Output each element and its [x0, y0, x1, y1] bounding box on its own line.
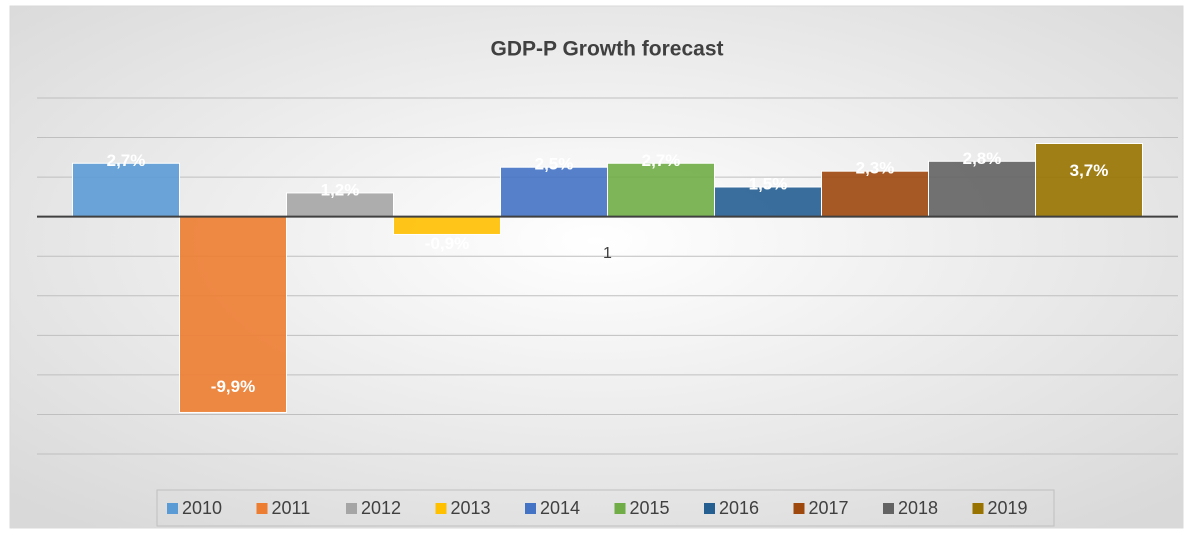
bar [179, 216, 287, 413]
legend-label: 2010 [182, 498, 222, 518]
legend-label: 2018 [898, 498, 938, 518]
data-label: -0,9% [425, 234, 469, 253]
bar [1035, 142, 1143, 218]
bar [821, 170, 929, 218]
chart-title: GDP-P Growth forecast [491, 38, 724, 61]
legend-swatch [704, 503, 715, 514]
bar [928, 160, 1036, 218]
data-label: 2,5% [535, 155, 574, 174]
data-label: 2,3% [856, 159, 895, 178]
data-label: 3,7% [1070, 161, 1109, 180]
legend-box [156, 489, 1055, 527]
legend-swatch [793, 503, 805, 514]
bar [500, 166, 608, 218]
legend-label: 2017 [809, 498, 849, 518]
data-label: 2,8% [963, 149, 1002, 168]
data-label: -9,9% [211, 377, 255, 396]
data-label: 2,7% [642, 151, 681, 170]
legend-label: 2013 [451, 498, 491, 518]
legend-label: 2015 [630, 498, 670, 518]
data-label: 1,5% [749, 174, 788, 193]
bar [714, 186, 822, 218]
legend-swatch [256, 503, 268, 514]
legend-swatch [167, 503, 178, 514]
legend-label: 2014 [540, 498, 580, 518]
legend-swatch [525, 503, 536, 514]
legend-swatch [972, 503, 984, 514]
legend-swatch [614, 503, 626, 514]
bar [393, 216, 501, 235]
legend-swatch [346, 503, 357, 514]
data-label: 2,7% [107, 151, 146, 170]
legend-label: 2011 [272, 498, 311, 518]
legend-label: 2012 [361, 498, 401, 518]
x-tick-label: 1 [603, 245, 612, 262]
legend-label: 2019 [988, 498, 1028, 518]
legend-swatch [883, 503, 894, 514]
legend-label: 2016 [719, 498, 759, 518]
legend-swatch [435, 503, 447, 514]
bar [607, 162, 715, 218]
data-label: 1,2% [321, 180, 360, 199]
bar [72, 162, 180, 218]
